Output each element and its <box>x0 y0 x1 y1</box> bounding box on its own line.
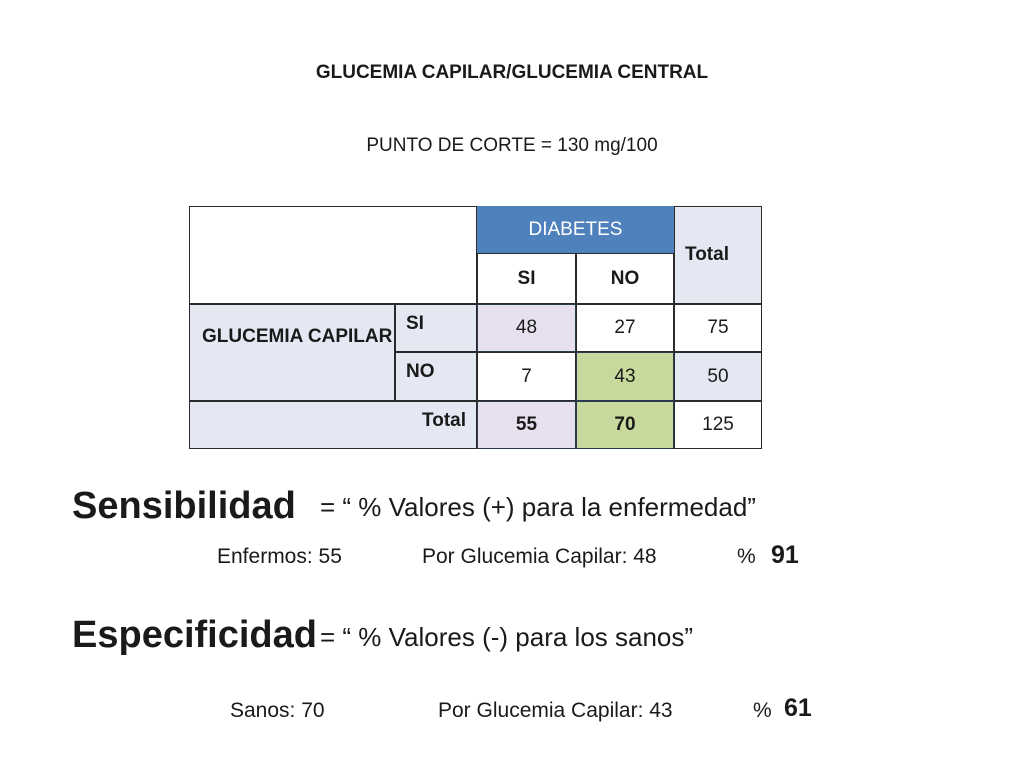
col-header-si: SI <box>477 253 576 304</box>
diabetes-header: DIABETES <box>477 206 674 253</box>
row-header-si: SI <box>395 304 477 352</box>
table-cell: 55 <box>477 401 576 449</box>
row-header-no: NO <box>395 352 477 401</box>
page-subtitle: PUNTO DE CORTE = 130 mg/100 <box>366 135 658 156</box>
table-cell: 50 <box>674 352 762 401</box>
especificidad-definition: = “ % Valores (-) para los sanos” <box>320 622 694 652</box>
sensibilidad-term: Sensibilidad <box>72 485 296 527</box>
sensibilidad-pct-value: 91 <box>771 541 799 569</box>
table-cell: 43 <box>576 352 674 401</box>
especificidad-pct-label: % <box>753 699 772 722</box>
table-cell: 27 <box>576 304 674 352</box>
table-cell: 7 <box>477 352 576 401</box>
total-row-label: Total <box>189 401 477 449</box>
page-title: GLUCEMIA CAPILAR/GLUCEMIA CENTRAL <box>315 62 709 83</box>
sensibilidad-pct-label: % <box>737 545 756 568</box>
especificidad-pct-value: 61 <box>784 694 812 722</box>
table-cell: 75 <box>674 304 762 352</box>
table-cell: 70 <box>576 401 674 449</box>
especificidad-glucemia: Por Glucemia Capilar: 43 <box>438 699 673 722</box>
sensibilidad-glucemia: Por Glucemia Capilar: 48 <box>422 545 657 568</box>
sensibilidad-definition: = “ % Valores (+) para la enfermedad” <box>320 492 756 522</box>
row-group-header: GLUCEMIA CAPILAR <box>189 304 395 401</box>
table-cell: 125 <box>674 401 762 449</box>
sensibilidad-enfermos: Enfermos: 55 <box>217 545 342 568</box>
table-cell: 48 <box>477 304 576 352</box>
especificidad-sanos: Sanos: 70 <box>230 699 325 722</box>
total-header: Total <box>674 206 762 304</box>
col-header-no: NO <box>576 253 674 304</box>
table-corner-blank <box>189 206 477 304</box>
especificidad-term: Especificidad <box>72 614 317 656</box>
